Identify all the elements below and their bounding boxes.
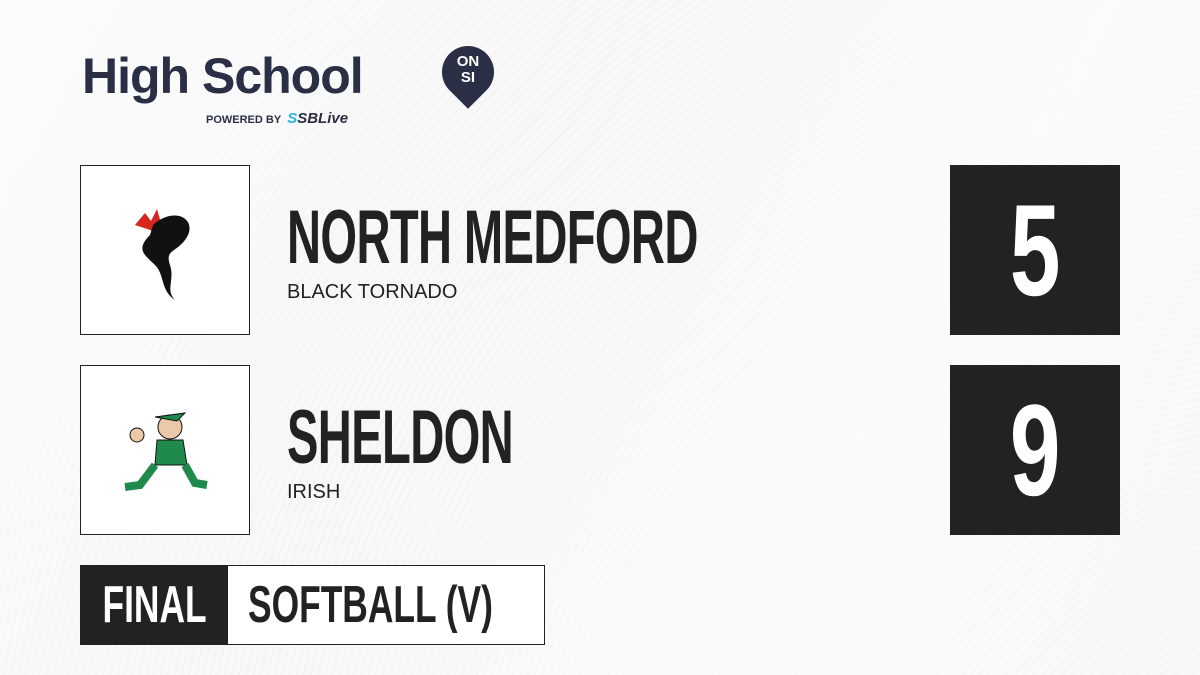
fighting-irish-icon <box>124 412 208 491</box>
brand-badge: ON SI <box>442 54 494 86</box>
score-value: 5 <box>1009 177 1061 323</box>
score-value: 9 <box>1009 377 1061 523</box>
team-name: NORTH MEDFORD <box>287 195 698 280</box>
team-name: SHELDON <box>287 395 514 480</box>
status-badge: FINAL <box>81 566 228 644</box>
team-logo-sheldon <box>80 365 250 535</box>
brand-logo: High School ON SI POWERED BY SSBLive <box>82 35 505 127</box>
team-score: 5 <box>950 165 1120 335</box>
badge-top: ON <box>456 53 480 70</box>
team-score: 9 <box>950 365 1120 535</box>
sblive-name: SBLive <box>297 110 349 127</box>
badge-bottom: SI <box>460 69 476 86</box>
status-label: FINAL <box>102 576 207 634</box>
team-mascot: BLACK TORNADO <box>287 281 458 303</box>
brand-title: High School <box>82 48 364 104</box>
sport-label-box: SOFTBALL (V) <box>228 566 608 644</box>
game-status-bar: FINAL SOFTBALL (V) <box>80 565 545 645</box>
sblive-logo: SSBLive <box>287 110 348 127</box>
sport-label: SOFTBALL (V) <box>248 576 493 634</box>
powered-by: POWERED BY SSBLive <box>206 110 348 127</box>
sblive-mark: S <box>287 110 298 127</box>
black-tornado-icon <box>135 209 190 300</box>
team-logo-north-medford <box>80 165 250 335</box>
team-mascot: IRISH <box>287 481 341 503</box>
powered-by-label: POWERED BY <box>206 114 282 126</box>
